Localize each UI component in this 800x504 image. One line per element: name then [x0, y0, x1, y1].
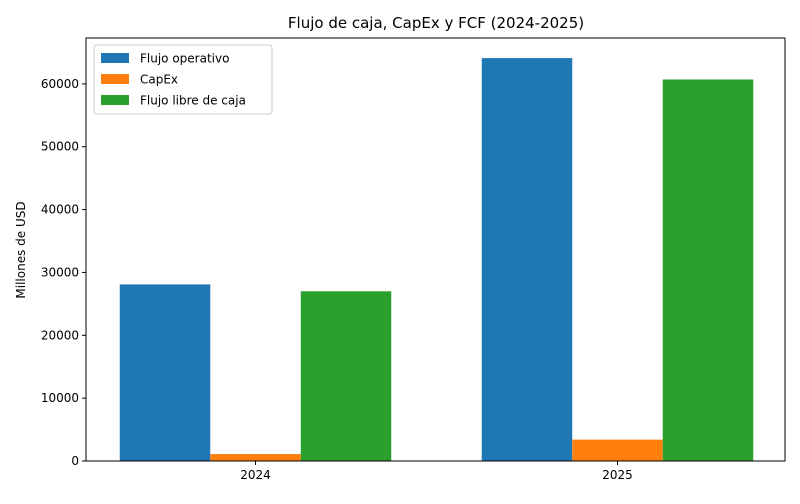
- legend-label: CapEx: [140, 73, 178, 87]
- x-axis: 2024 2025: [240, 461, 633, 482]
- y-tick-label: 30000: [41, 265, 79, 279]
- legend-label: Flujo operativo: [140, 52, 229, 66]
- plot-area: [85, 37, 786, 462]
- y-tick-label: 0: [71, 454, 79, 468]
- bar-capex-2024: [210, 454, 301, 461]
- bar-flujo-operativo-2025: [481, 58, 573, 462]
- y-tick-label: 20000: [41, 328, 79, 342]
- y-axis: 0 10000 20000 30000 40000 50000 60000: [41, 77, 86, 468]
- bar-flujo-libre-de-caja-2024: [300, 291, 392, 461]
- y-tick-label: 40000: [41, 203, 79, 217]
- legend-box: [93, 44, 273, 115]
- bar-flujo-libre-de-caja-2025: [662, 79, 754, 461]
- legend-swatch: [101, 53, 129, 63]
- legend-swatch: [101, 95, 129, 105]
- chart-title: Flujo de caja, CapEx y FCF (2024-2025): [288, 14, 584, 32]
- x-tick-label: 2025: [602, 468, 633, 482]
- y-tick-label: 50000: [41, 140, 79, 154]
- y-tick-label: 60000: [41, 77, 79, 91]
- bar-flujo-operativo-2024: [119, 284, 211, 461]
- legend-label: Flujo libre de caja: [140, 94, 246, 108]
- y-tick-label: 10000: [41, 391, 79, 405]
- x-tick-label: 2024: [240, 468, 271, 482]
- plot-frame: [85, 37, 786, 462]
- y-axis-label: Millones de USD: [14, 201, 28, 298]
- bar-capex-2025: [572, 439, 663, 461]
- legend-swatch: [101, 74, 129, 84]
- legend: Flujo operativo CapEx Flujo libre de caja: [93, 44, 273, 115]
